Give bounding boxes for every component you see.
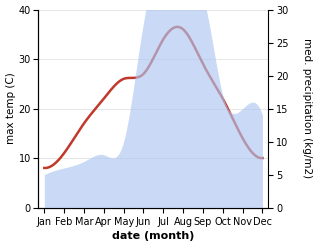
Y-axis label: med. precipitation (kg/m2): med. precipitation (kg/m2) [302,39,313,179]
Y-axis label: max temp (C): max temp (C) [5,73,16,144]
X-axis label: date (month): date (month) [112,231,195,242]
